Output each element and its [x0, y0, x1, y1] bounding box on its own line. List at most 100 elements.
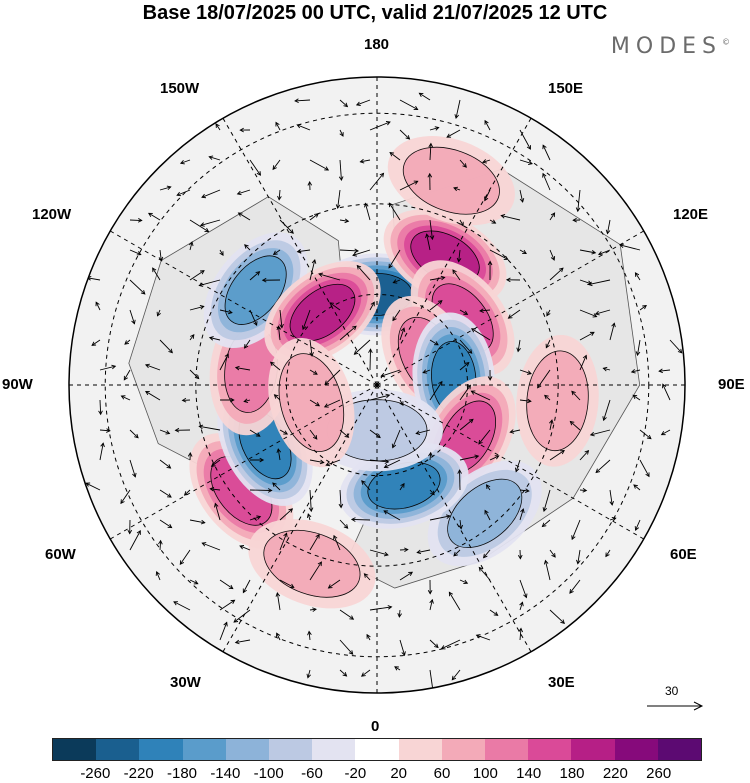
wind-arrow	[487, 260, 493, 281]
wind-arrow	[219, 249, 224, 256]
wind-arrow	[363, 573, 371, 581]
wind-arrow	[296, 123, 311, 131]
wind-arrow	[129, 309, 136, 325]
meridian-line	[110, 384, 378, 540]
meridian-line	[222, 384, 378, 652]
wind-arrow	[189, 270, 205, 281]
wind-arrow	[364, 202, 371, 221]
wind-arrow	[517, 549, 523, 560]
wind-arrow	[173, 601, 191, 611]
wind-arrow	[219, 579, 234, 590]
wind-arrow	[95, 301, 101, 311]
anomaly-contour	[402, 146, 500, 215]
anomaly-layer	[189, 136, 599, 609]
wind-arrow	[279, 579, 295, 588]
wind-arrow	[544, 394, 551, 401]
anomaly-contour	[526, 350, 589, 452]
wind-arrow	[519, 579, 528, 599]
wind-arrow	[243, 398, 251, 403]
wind-arrow	[208, 336, 221, 341]
wind-arrow	[418, 92, 431, 101]
wind-arrow	[579, 309, 598, 318]
wind-arrow	[279, 219, 294, 234]
wind-arrow	[518, 627, 524, 641]
wind-arrow	[189, 369, 200, 380]
wind-arrow	[609, 516, 617, 522]
wind-arrow	[189, 334, 195, 341]
wind-arrow	[179, 549, 191, 566]
colorbar-swatch	[355, 739, 399, 760]
wind-arrow	[309, 369, 318, 375]
wind-arrow	[519, 601, 524, 611]
wind-arrow	[422, 369, 431, 374]
wind-arrow	[244, 244, 251, 251]
wind-arrow	[244, 339, 251, 349]
colorbar-tick: -60	[301, 765, 323, 782]
wind-arrow	[309, 429, 318, 440]
wind-arrow	[352, 249, 371, 257]
wind-arrow	[189, 519, 206, 525]
wind-arrow	[595, 459, 611, 474]
wind-arrow	[519, 129, 531, 150]
wind-arrow	[369, 121, 391, 131]
wind-arrow	[542, 489, 551, 513]
colorbar-swatch	[312, 739, 356, 760]
wind-arrow	[219, 397, 235, 403]
wind-arrow	[201, 189, 221, 199]
wind-arrow	[129, 459, 137, 478]
wind-arrow	[549, 267, 564, 281]
wind-arrow	[369, 393, 391, 401]
wind-arrow	[359, 158, 371, 164]
wind-arrow	[356, 264, 371, 281]
wind-arrow	[210, 459, 221, 467]
wind-arrow	[339, 519, 349, 529]
colorbar-swatch	[657, 739, 702, 760]
wind-arrow	[294, 98, 311, 104]
wind-arrow	[519, 369, 532, 375]
wind-arrow	[605, 549, 611, 558]
wind-arrow	[360, 669, 371, 677]
wind-arrow	[575, 189, 581, 213]
wind-arrow	[634, 519, 641, 531]
wind-arrow	[514, 459, 521, 473]
wind-arrow	[479, 308, 491, 313]
wind-arrow	[199, 219, 221, 227]
wind-arrow	[242, 579, 251, 594]
wind-arrow	[236, 189, 251, 196]
wind-arrow	[484, 189, 491, 202]
wind-arrow	[176, 189, 191, 197]
wind-arrow	[482, 159, 491, 164]
wind-arrow	[489, 249, 509, 260]
wind-arrow	[549, 212, 556, 221]
colorbar-tick: -140	[210, 765, 241, 782]
lon-label-180: 180	[364, 36, 390, 53]
wind-arrow	[219, 599, 236, 611]
wind-arrow	[579, 449, 590, 461]
brand-text: MODES	[610, 34, 722, 59]
wind-arrow	[380, 369, 401, 378]
wind-arrow	[272, 159, 281, 171]
wind-arrow	[397, 609, 402, 618]
wind-arrow	[155, 570, 161, 581]
wind-arrow	[609, 322, 616, 341]
wind-arrow	[183, 489, 191, 496]
wind-arrow	[215, 123, 221, 131]
wind-arrow	[366, 633, 371, 641]
wind-arrow	[399, 180, 419, 191]
wind-arrow	[234, 365, 251, 371]
wind-arrow	[369, 172, 385, 191]
wind-arrow	[309, 607, 317, 612]
wind-arrow	[429, 126, 440, 131]
colorbar-ticks: -260 -220 -180 -140 -100 -60 -20 20 60 100 140 180 2…	[52, 765, 702, 783]
wind-arrow	[181, 397, 191, 403]
wind-arrow	[456, 249, 462, 263]
wind-arrow	[369, 459, 390, 464]
wind-arrow	[519, 189, 525, 203]
wind-arrow	[145, 390, 161, 401]
wind-arrow	[327, 579, 341, 589]
wind-arrow	[459, 309, 469, 315]
wind-arrow	[239, 127, 251, 133]
meridian-line	[376, 118, 532, 386]
colorbar-swatch	[485, 739, 529, 760]
